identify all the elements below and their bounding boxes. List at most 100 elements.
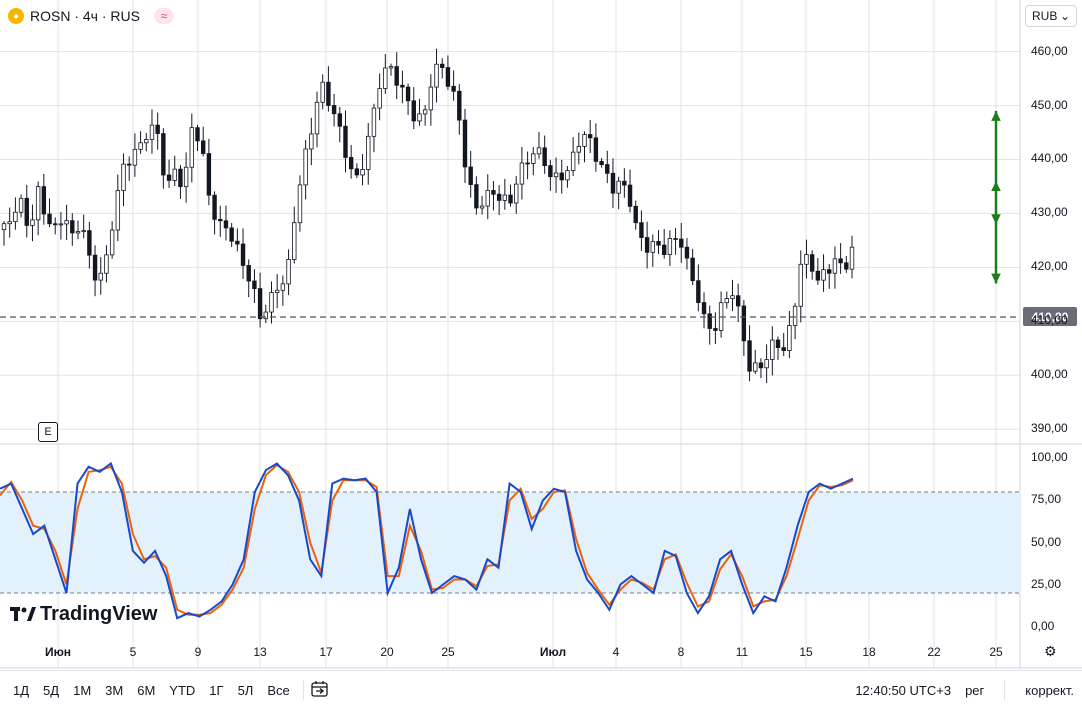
- price-axis-tick: 420,00: [1031, 259, 1068, 274]
- clock-timezone[interactable]: 12:40:50 UTC+3: [855, 682, 952, 698]
- candle-body: [269, 292, 274, 313]
- candle-body: [804, 254, 809, 265]
- candle-body: [485, 190, 490, 207]
- gear-icon[interactable]: ⚙: [1044, 643, 1057, 659]
- candle-body: [474, 184, 479, 209]
- candle-body: [553, 172, 559, 178]
- candle-body: [673, 238, 678, 240]
- forecast-arrowhead: [991, 181, 1001, 191]
- chevron-down-icon: ⌄: [1059, 9, 1070, 23]
- candle-body: [679, 238, 684, 248]
- candle-body: [479, 205, 485, 209]
- candle-body: [627, 184, 633, 207]
- candle-body: [735, 295, 741, 307]
- candle-body: [508, 194, 513, 204]
- candle-body: [189, 127, 195, 168]
- time-axis-tick: 20: [380, 645, 394, 659]
- candle-body: [121, 163, 126, 191]
- candle-body: [787, 325, 792, 351]
- candle-body: [58, 223, 64, 226]
- goto-date-icon[interactable]: [310, 680, 330, 701]
- candle-body: [411, 100, 416, 122]
- tradingview-logo-icon: [10, 606, 36, 621]
- candle-body: [599, 160, 604, 165]
- candle-body: [337, 113, 342, 127]
- data-delay-badge[interactable]: ≈: [153, 8, 174, 24]
- candle-body: [633, 205, 638, 224]
- earnings-event-marker[interactable]: E: [38, 422, 58, 442]
- candle-body: [257, 288, 263, 320]
- candle-body: [18, 197, 24, 213]
- candle-body: [166, 174, 172, 181]
- candle-body: [764, 359, 769, 369]
- symbol-header[interactable]: ● ROSN · 4ч · RUS ≈: [8, 6, 174, 26]
- range-3m-button[interactable]: 3М: [105, 682, 124, 698]
- candle-body: [371, 107, 377, 137]
- candle-body: [417, 113, 422, 122]
- candle-body: [792, 305, 798, 326]
- price-axis-tick: 390,00: [1031, 421, 1068, 436]
- candle-body: [468, 166, 473, 186]
- candle-body: [223, 220, 229, 229]
- candle-body: [303, 148, 308, 186]
- candle-body: [434, 63, 439, 88]
- range-1y-button[interactable]: 1Г: [209, 682, 224, 698]
- candle-body: [724, 298, 729, 304]
- candle-body: [24, 197, 29, 226]
- stochastic-d-line: [0, 463, 854, 616]
- range-all-button[interactable]: Все: [267, 682, 290, 698]
- candle-body: [64, 220, 69, 225]
- candle-body: [713, 328, 718, 331]
- candle-body: [525, 162, 530, 165]
- candle-body: [707, 313, 712, 329]
- time-axis-tick: Июл: [539, 645, 567, 659]
- candle-body: [656, 241, 661, 246]
- candle-body: [92, 254, 98, 281]
- candle-body: [514, 183, 519, 204]
- candle-body: [200, 140, 206, 154]
- candle-body: [451, 85, 456, 92]
- candle-body: [440, 63, 445, 68]
- adjust-toggle[interactable]: коррект.: [1025, 682, 1074, 698]
- candle-body: [309, 133, 314, 150]
- candle-body: [605, 164, 610, 174]
- candle-body: [502, 194, 508, 201]
- time-axis-tick: 5: [129, 645, 137, 659]
- candle-body: [815, 270, 821, 281]
- range-5d-button[interactable]: 5Д: [43, 682, 60, 698]
- candle-body: [354, 168, 360, 176]
- range-ytd-button[interactable]: YTD: [169, 682, 196, 698]
- currency-selector[interactable]: RUB ⌄: [1025, 5, 1077, 27]
- candle-body: [109, 229, 115, 256]
- candle-body: [684, 246, 690, 259]
- price-axis-tick: 430,00: [1031, 205, 1068, 220]
- time-axis-tick: 15: [799, 645, 813, 659]
- candle-body: [536, 147, 542, 155]
- candle-body: [457, 90, 462, 121]
- forecast-arrowhead: [991, 214, 1001, 225]
- candle-body: [696, 280, 701, 304]
- time-axis-tick: 22: [927, 645, 941, 659]
- range-6m-button[interactable]: 6М: [137, 682, 156, 698]
- candle-body: [343, 125, 348, 158]
- candle-body: [81, 230, 86, 233]
- candle-body: [832, 258, 838, 274]
- time-axis-tick: 25: [441, 645, 455, 659]
- candle-body: [104, 254, 109, 274]
- time-axis-tick: 17: [319, 645, 333, 659]
- candle-body: [405, 86, 411, 102]
- candle-body: [747, 340, 752, 372]
- currency-label: RUB: [1032, 9, 1058, 23]
- range-1m-button[interactable]: 1М: [73, 682, 92, 698]
- session-reg-toggle[interactable]: рег: [965, 682, 985, 698]
- candle-body: [115, 190, 121, 231]
- candle-body: [542, 147, 547, 167]
- range-5y-button[interactable]: 5Л: [237, 682, 254, 698]
- candle-body: [593, 137, 599, 162]
- candle-body: [206, 153, 212, 196]
- range-1d-button[interactable]: 1Д: [13, 682, 30, 698]
- watermark-text: TradingView: [40, 603, 158, 625]
- candle-body: [616, 180, 621, 194]
- oscillator-axis-tick: 0,00: [1031, 618, 1055, 633]
